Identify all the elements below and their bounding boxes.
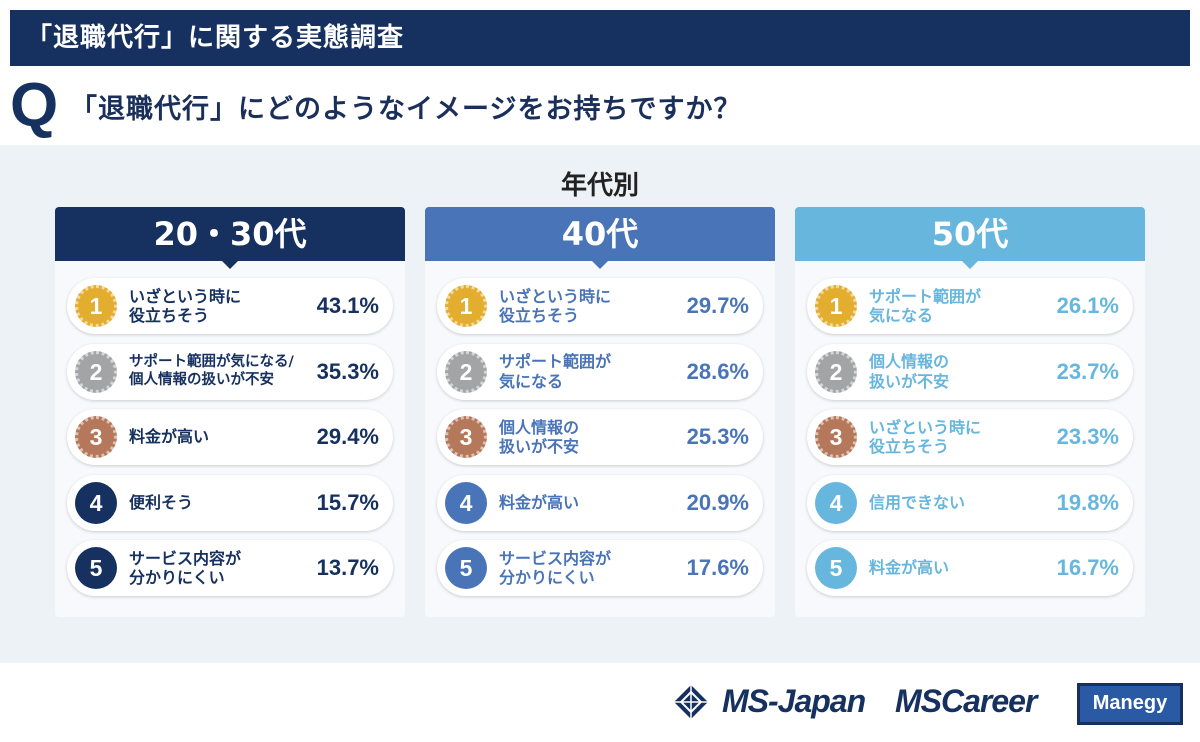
ranking-row: 5 サービス内容が 分かりにくい 17.6% — [437, 540, 763, 596]
rank-badge: 5 — [75, 547, 117, 589]
rank-badge: 3 — [445, 416, 487, 458]
answer-label: いざという時に 役立ちそう — [869, 417, 982, 456]
header-notch — [221, 260, 239, 269]
ranking-row: 3 個人情報の 扱いが不安 25.3% — [437, 409, 763, 465]
rank-badge: 4 — [75, 481, 117, 524]
ms-japan-logo-icon — [674, 685, 708, 719]
ranking-row: 3 料金が高い 29.4% — [67, 409, 393, 465]
age-group-label: 20・30代 — [153, 215, 307, 253]
answer-label: 個人情報の 扱いが不安 — [499, 417, 580, 456]
answer-label: 個人情報の 扱いが不安 — [869, 352, 950, 391]
answer-percentage: 29.7% — [686, 293, 749, 318]
rank-badge: 2 — [815, 350, 857, 393]
answer-label: いざという時に 役立ちそう — [129, 286, 242, 325]
ranking-row: 4 料金が高い 20.9% — [437, 474, 763, 531]
answer-percentage: 13.7% — [316, 555, 379, 580]
answer-label: サポート範囲が 気になる — [869, 286, 982, 325]
footer-logos: MS-Japan MSCareer Manegy — [0, 663, 1200, 742]
ranking-row: 1 いざという時に 役立ちそう 43.1% — [67, 278, 393, 334]
answer-label: サービス内容が 分かりにくい — [129, 548, 242, 587]
results-panel: 年代別 20・30代 1 いざという時に 役立ちそう 43.1% 2 サポート範囲が気に… — [0, 145, 1200, 663]
ranking-row: 4 信用できない 19.8% — [807, 474, 1133, 531]
age-group-header: 20・30代 — [55, 207, 405, 269]
manegy-logo: Manegy — [1077, 683, 1183, 725]
ranking-row: 2 サポート範囲が 気になる 28.6% — [437, 343, 763, 400]
question-text: 「退職代行」にどのようなイメージをお持ちですか？ — [70, 93, 742, 125]
rank-badge: 5 — [815, 547, 857, 589]
ranking-row: 4 便利そう 15.7% — [67, 474, 393, 531]
answer-percentage: 15.7% — [316, 489, 379, 515]
answer-percentage: 20.9% — [686, 489, 749, 515]
rank-badge: 2 — [445, 350, 487, 393]
answer-label: 信用できない — [869, 492, 966, 512]
age-group-header: 40代 — [425, 207, 775, 269]
age-group-column: 20・30代 1 いざという時に 役立ちそう 43.1% 2 サポート範囲が気になる/ … — [55, 207, 405, 617]
question-mark-icon: Q — [10, 71, 59, 140]
ms-japan-logo-text: MS-Japan — [722, 683, 866, 719]
answer-label: いざという時に 役立ちそう — [499, 286, 612, 325]
answer-label: サポート範囲が 気になる — [499, 352, 612, 391]
chart-title: 年代別 — [560, 171, 639, 201]
question-row: Q 「退職代行」にどのようなイメージをお持ちですか？ — [10, 74, 1190, 138]
rank-badge: 2 — [75, 350, 117, 393]
answer-percentage: 29.4% — [316, 424, 379, 449]
rank-badge: 1 — [815, 285, 857, 327]
rank-badge: 3 — [815, 416, 857, 458]
answer-percentage: 26.1% — [1056, 293, 1119, 318]
header-notch — [591, 260, 609, 269]
answer-percentage: 23.7% — [1056, 358, 1119, 384]
rank-badge: 4 — [815, 481, 857, 524]
answer-percentage: 17.6% — [686, 555, 749, 580]
rank-badge: 1 — [75, 285, 117, 327]
ranking-row: 1 いざという時に 役立ちそう 29.7% — [437, 278, 763, 334]
answer-label: 料金が高い — [129, 427, 210, 447]
ranking-row: 5 料金が高い 16.7% — [807, 540, 1133, 596]
answer-percentage: 35.3% — [316, 358, 379, 384]
age-group-column: 40代 1 いざという時に 役立ちそう 29.7% 2 サポート範囲が 気になる 28.6… — [425, 207, 775, 617]
ranking-row: 2 個人情報の 扱いが不安 23.7% — [807, 343, 1133, 400]
answer-label: 料金が高い — [499, 492, 580, 512]
rank-badge: 1 — [445, 285, 487, 327]
answer-percentage: 25.3% — [686, 424, 749, 449]
age-group-label: 50代 — [931, 215, 1009, 253]
age-group-header: 50代 — [795, 207, 1145, 269]
ranking-row: 2 サポート範囲が気になる/ 個人情報の扱いが不安 35.3% — [67, 343, 393, 400]
age-group-column: 50代 1 サポート範囲が 気になる 26.1% 2 個人情報の 扱いが不安 23.7% 3… — [795, 207, 1145, 617]
answer-label: サービス内容が 分かりにくい — [499, 548, 612, 587]
answer-label: サポート範囲が気になる/ 個人情報の扱いが不安 — [129, 354, 294, 388]
age-group-label: 40代 — [561, 215, 639, 253]
ranking-row: 5 サービス内容が 分かりにくい 13.7% — [67, 540, 393, 596]
survey-title: 「退職代行」に関する実態調査 — [26, 23, 405, 53]
survey-title-bar: 「退職代行」に関する実態調査 — [10, 10, 1190, 66]
rank-badge: 3 — [75, 416, 117, 458]
answer-label: 便利そう — [129, 492, 194, 512]
answer-percentage: 43.1% — [316, 293, 379, 318]
mscareer-logo-text: MSCareer — [895, 683, 1037, 719]
rank-badge: 5 — [445, 547, 487, 589]
answer-percentage: 19.8% — [1056, 489, 1119, 515]
ranking-row: 3 いざという時に 役立ちそう 23.3% — [807, 409, 1133, 465]
answer-percentage: 16.7% — [1056, 555, 1119, 580]
answer-label: 料金が高い — [869, 558, 950, 578]
answer-percentage: 23.3% — [1056, 424, 1119, 449]
answer-percentage: 28.6% — [686, 358, 749, 384]
rank-badge: 4 — [445, 481, 487, 524]
header-notch — [961, 260, 979, 269]
ranking-row: 1 サポート範囲が 気になる 26.1% — [807, 278, 1133, 334]
